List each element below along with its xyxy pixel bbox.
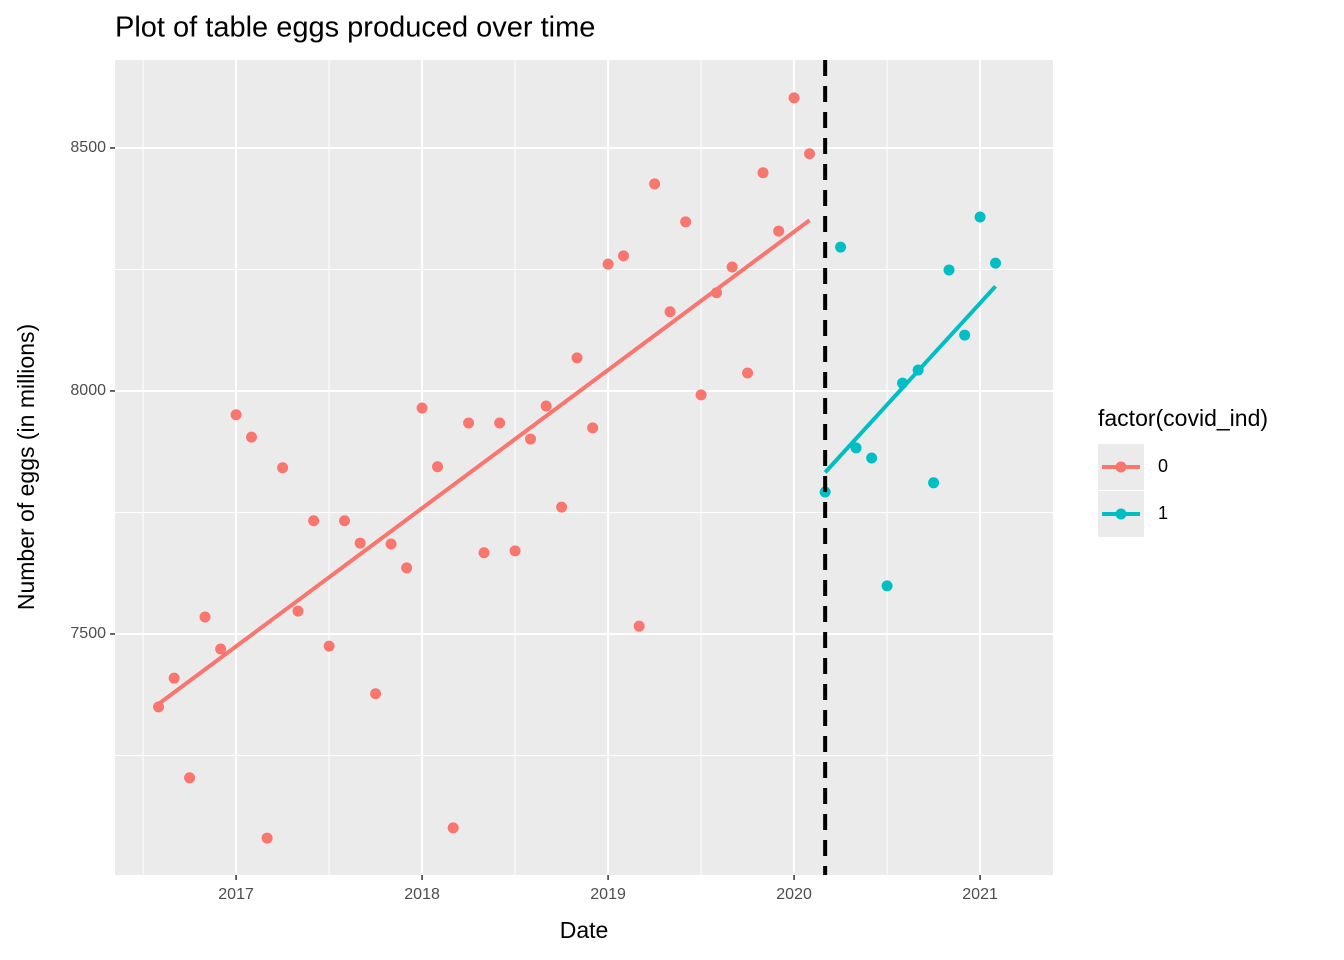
- x-tick-label: 2020: [776, 886, 812, 903]
- point: [230, 409, 242, 421]
- point: [184, 772, 196, 784]
- point: [742, 367, 754, 379]
- point: [773, 225, 785, 237]
- point: [974, 211, 986, 223]
- point: [494, 417, 506, 429]
- x-axis-label: Date: [560, 917, 609, 943]
- fit-line: [823, 284, 998, 474]
- point: [664, 306, 676, 318]
- point: [323, 640, 335, 652]
- point: [726, 261, 738, 273]
- point: [339, 515, 351, 527]
- point: [633, 620, 645, 632]
- point: [804, 148, 816, 160]
- point: [509, 545, 521, 557]
- point: [215, 643, 227, 655]
- point: [199, 611, 211, 623]
- point: [447, 822, 459, 834]
- point: [912, 364, 924, 376]
- y-tick-label: 7500: [70, 625, 106, 642]
- point: [153, 701, 165, 713]
- point: [463, 417, 475, 429]
- y-tick-label: 8500: [70, 139, 106, 156]
- legend-point: [1115, 508, 1127, 520]
- point: [246, 431, 258, 443]
- point: [928, 477, 940, 489]
- point: [649, 178, 661, 190]
- point: [788, 92, 800, 104]
- x-tick-label: 2019: [590, 886, 626, 903]
- point: [308, 515, 320, 527]
- point: [866, 452, 878, 464]
- point: [757, 167, 769, 179]
- legend-title: factor(covid_ind): [1098, 405, 1268, 431]
- point: [416, 402, 428, 414]
- point: [385, 538, 397, 550]
- point: [292, 605, 304, 617]
- point: [680, 216, 692, 228]
- point: [556, 501, 568, 513]
- point: [881, 580, 893, 592]
- y-axis-label: Number of eggs (in millions): [13, 324, 39, 610]
- chart-title: Plot of table eggs produced over time: [115, 12, 595, 44]
- point: [401, 562, 413, 574]
- point: [432, 461, 444, 473]
- x-tick-label: 2021: [962, 886, 998, 903]
- point: [540, 400, 552, 412]
- point: [587, 422, 599, 434]
- legend-point: [1115, 461, 1127, 473]
- point: [354, 537, 366, 549]
- point: [943, 264, 955, 276]
- point: [261, 832, 273, 844]
- point: [897, 377, 909, 389]
- point: [277, 462, 289, 474]
- legend-label: 0: [1158, 456, 1168, 476]
- legend-label: 1: [1158, 503, 1168, 523]
- point: [850, 442, 862, 454]
- point: [478, 547, 490, 559]
- point: [602, 258, 614, 270]
- point: [959, 329, 971, 341]
- x-tick-label: 2018: [404, 886, 440, 903]
- point: [168, 672, 180, 684]
- point: [819, 486, 831, 498]
- panel: [115, 60, 1053, 875]
- point: [571, 352, 583, 364]
- point: [711, 287, 723, 299]
- point: [370, 688, 382, 700]
- point: [835, 241, 847, 253]
- point: [618, 250, 630, 262]
- fit-line: [157, 218, 811, 706]
- point: [990, 257, 1002, 269]
- y-tick-label: 8000: [70, 382, 106, 399]
- x-tick-label: 2017: [218, 886, 254, 903]
- point: [695, 389, 707, 401]
- point: [525, 433, 537, 445]
